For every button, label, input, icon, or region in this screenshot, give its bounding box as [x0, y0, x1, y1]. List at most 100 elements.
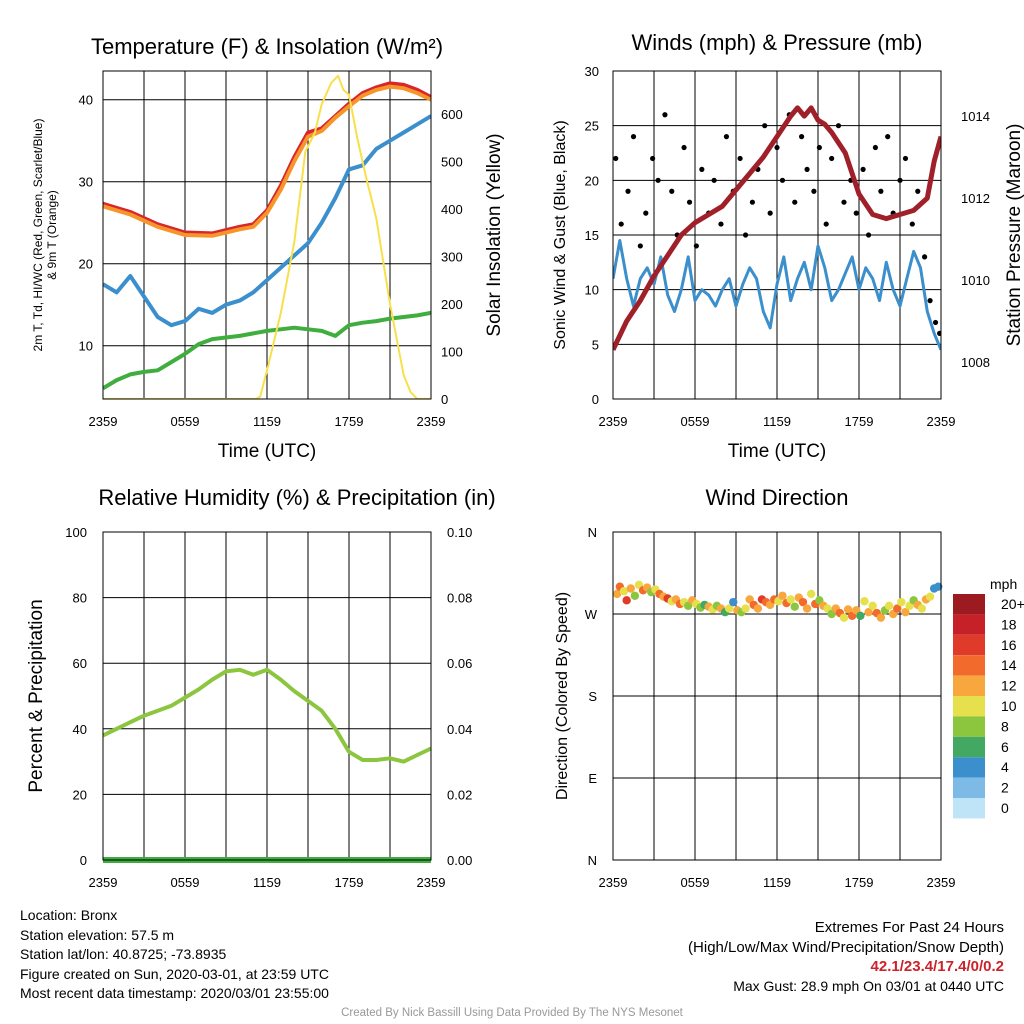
plot-frame [612, 70, 942, 400]
y2-tick-label: 0.08 [447, 591, 472, 606]
gust-point [693, 243, 699, 249]
y2-axis-title: Solar Insolation (Yellow) [484, 133, 505, 336]
direction-point [806, 589, 816, 599]
gust-point [613, 155, 619, 162]
direction-point [864, 607, 873, 617]
y-axis-title: 2m T, Td, HI/WC (Red, Green, Scarlet/Blu… [31, 119, 59, 352]
direction-point [724, 604, 734, 613]
series-line-5 [103, 74, 431, 399]
x-tick-label: 2359 [417, 414, 446, 429]
gust-point [799, 134, 805, 140]
direction-point [778, 591, 787, 600]
legend-unit: mph [990, 576, 1017, 592]
gust-point [774, 144, 780, 151]
gust-point [742, 232, 749, 238]
gust-point [835, 123, 842, 129]
y2-tick-label: 1012 [961, 191, 990, 206]
series-line-3 [103, 114, 431, 328]
gust-point [767, 210, 773, 216]
direction-point [901, 607, 910, 617]
legend-label: 12 [1001, 678, 1017, 694]
direction-point [626, 584, 635, 593]
y-tick-label: 60 [73, 656, 87, 671]
gust-point [630, 134, 637, 140]
y2-tick-label: 100 [441, 344, 463, 359]
direction-point [798, 597, 808, 607]
chart-title: Temperature (F) & Insolation (W/m²) [91, 34, 443, 59]
legend-swatch [953, 736, 985, 758]
y2-axis-title: Station Pressure (Maroon) [1004, 124, 1024, 347]
recent-data-text: Most recent data timestamp: 2020/03/01 2… [20, 985, 329, 1001]
legend-label: 0 [1001, 800, 1009, 816]
direction-point [925, 592, 935, 601]
latlon-text: Station lat/lon: 40.8725; -73.8935 [20, 946, 227, 962]
extremes-title: Extremes For Past 24 Hours [814, 919, 1004, 936]
y-tick-label: 15 [585, 228, 599, 243]
legend-swatch [953, 777, 985, 798]
chart-title: Relative Humidity (%) & Precipitation (i… [98, 485, 495, 510]
y-tick-label: 20 [79, 257, 93, 272]
gust-point [909, 221, 915, 227]
y-tick-label: 40 [79, 93, 93, 108]
series-line-3 [613, 105, 941, 351]
x-tick-label: 0559 [171, 414, 200, 429]
legend-swatch [953, 798, 985, 819]
legend-swatch [953, 655, 985, 676]
legend-swatch [953, 757, 985, 778]
gust-point [686, 199, 693, 205]
gust-point [711, 177, 717, 183]
y-tick-label: E [588, 771, 597, 786]
x-tick-label: 2359 [89, 875, 118, 890]
x-tick-label: 1759 [335, 414, 364, 429]
direction-point [884, 601, 894, 610]
gust-point [681, 144, 687, 151]
plot-frame [102, 70, 432, 400]
gust-point [902, 155, 909, 162]
y-tick-label: 5 [592, 337, 599, 352]
direction-point [917, 604, 927, 613]
gust-point [762, 123, 768, 129]
gust-point [618, 221, 624, 227]
gust-point [937, 330, 941, 336]
x-tick-label: 2359 [599, 414, 628, 429]
x-axis-title: Time (UTC) [728, 441, 827, 462]
y-tick-label: N [588, 853, 597, 868]
gust-point [829, 155, 835, 162]
chart-title: Winds (mph) & Pressure (mb) [632, 30, 923, 55]
series-line-1 [102, 667, 432, 764]
gust-point [885, 134, 891, 140]
gust-point [865, 232, 872, 238]
location-text: Location: Bronx [20, 907, 118, 923]
created-text: Figure created on Sun, 2020-03-01, at 23… [20, 965, 329, 982]
direction-point [612, 589, 622, 599]
x-tick-label: 1759 [335, 875, 364, 890]
gust-point [816, 144, 822, 151]
y2-tick-label: 0.02 [447, 787, 472, 802]
direction-point [839, 613, 849, 622]
plot-frame [612, 531, 942, 861]
panel-2: 2359 0559 1159 1759 2359 Time (UTC) 0 5 10 15 20 25… [552, 30, 1024, 462]
y2-tick-label: 300 [441, 249, 463, 264]
gust-point [643, 210, 649, 216]
gust-point [792, 199, 798, 205]
y-tick-label: W [585, 607, 598, 622]
legend-label: 16 [1001, 637, 1017, 653]
y-tick-label: S [588, 689, 597, 704]
y-tick-label: 20 [585, 173, 599, 188]
x-tick-label: 2359 [89, 414, 118, 429]
gust-point [915, 188, 921, 194]
speed-legend: mph 20+ 18 16 14 12 10 8 6 4 2 0 [953, 576, 1024, 819]
legend-swatch [953, 594, 985, 615]
legend-swatch [953, 675, 985, 696]
x-tick-label: 2359 [417, 875, 446, 890]
y-axis-title: Direction (Colored By Speed) [554, 592, 571, 800]
extremes-values: 42.1/23.4/17.4/0/0.2 [870, 958, 1004, 975]
direction-point [897, 597, 906, 607]
y2-tick-label: 1010 [961, 273, 990, 288]
gust-point [749, 199, 756, 205]
extremes-block: Extremes For Past 24 Hours (High/Low/Max… [688, 918, 1004, 996]
y-tick-label: 100 [65, 525, 87, 540]
gust-point [922, 254, 928, 260]
